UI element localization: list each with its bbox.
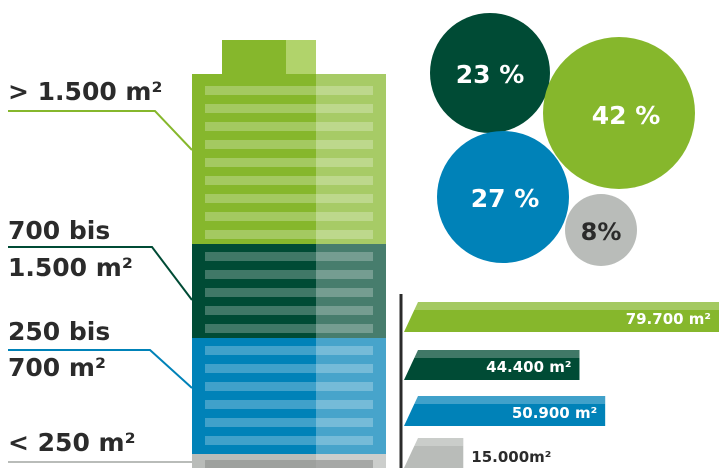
label-700-1500-line2: 1.500 m²: [8, 253, 133, 282]
bar-value-under-250: 15.000m²: [471, 448, 551, 466]
building-window: [205, 460, 373, 468]
bar-700-1500-highlight: [410, 350, 580, 358]
label-under-250: < 250 m²: [8, 428, 136, 457]
building-section-250-700: [192, 338, 386, 454]
building-window: [205, 288, 373, 297]
building-section-over-1500: [192, 74, 386, 244]
bar-value-over-1500: 79.700 m²: [626, 310, 711, 328]
bubble-42: [543, 37, 695, 189]
building-windows: [205, 86, 373, 468]
bar-250-700-highlight: [410, 396, 606, 404]
building-window: [205, 230, 373, 239]
bubble-23: [430, 13, 550, 133]
bar-value-700-1500: 44.400 m²: [486, 358, 571, 376]
leader-line-700-1500: [8, 246, 193, 301]
leader-line-250-700: [8, 349, 193, 389]
building-illustration: [192, 40, 386, 468]
leader-lines: [8, 110, 193, 463]
bubble-8: [565, 194, 637, 266]
building-window: [205, 418, 373, 427]
bar-under-250-highlight: [410, 438, 464, 446]
building-window: [205, 400, 373, 409]
building-window: [205, 86, 373, 95]
building-window: [205, 382, 373, 391]
building-window: [205, 270, 373, 279]
label-250-700-line2: 700 m²: [8, 353, 106, 382]
building-window: [205, 364, 373, 373]
bar-over-1500: [404, 302, 719, 332]
bar-chart: 79.700 m² 44.400 m² 50.900 m² 15.000m²: [404, 302, 719, 468]
bubble-label-8: 8%: [581, 218, 622, 246]
building-window: [205, 252, 373, 261]
building-window: [205, 122, 373, 131]
bar-under-250: [404, 438, 464, 468]
building-window: [205, 194, 373, 203]
building-window: [205, 436, 373, 445]
leader-line-over-1500: [8, 110, 193, 151]
building-light-side: [316, 74, 386, 468]
building-section-700-1500: [192, 244, 386, 338]
building-window: [205, 212, 373, 221]
bubble-chart: 23 % 42 % 27 % 8%: [430, 13, 695, 266]
building-roof-highlight: [286, 40, 316, 74]
bubble-27: [437, 131, 569, 263]
label-700-1500-line1: 700 bis: [8, 216, 111, 245]
building-window: [205, 176, 373, 185]
bar-value-250-700: 50.900 m²: [512, 404, 597, 422]
bar-over-1500-highlight: [410, 302, 719, 310]
building-window: [205, 158, 373, 167]
bubble-label-42: 42 %: [592, 101, 661, 130]
building-window: [205, 324, 373, 333]
building-window: [205, 306, 373, 315]
building-window: [205, 104, 373, 113]
bar-250-700: [404, 396, 606, 426]
bubble-label-23: 23 %: [456, 60, 525, 89]
label-250-700-line1: 250 bis: [8, 317, 111, 346]
bar-700-1500: [404, 350, 580, 380]
building-window: [205, 140, 373, 149]
building-window: [205, 346, 373, 355]
bubble-label-27: 27 %: [471, 184, 540, 213]
label-over-1500: > 1.500 m²: [8, 77, 163, 106]
